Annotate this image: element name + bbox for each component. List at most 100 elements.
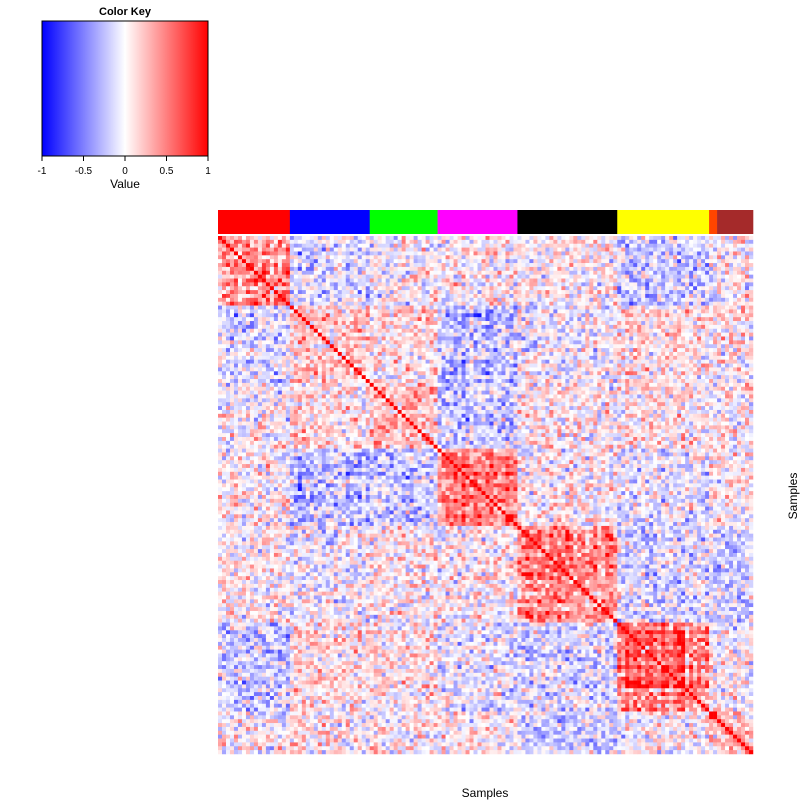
heatmap-cell — [401, 375, 406, 380]
heatmap-cell — [685, 270, 690, 275]
heatmap-cell — [649, 290, 654, 295]
heatmap-cell — [557, 266, 562, 272]
heatmap-cell — [705, 313, 710, 318]
heatmap-cell — [481, 348, 486, 353]
heatmap-cell — [257, 359, 263, 364]
heatmap-cell — [249, 286, 255, 291]
heatmap-cell — [309, 243, 315, 248]
heatmap-cell — [577, 309, 582, 314]
heatmap-cell — [649, 336, 654, 341]
heatmap-cell — [337, 363, 343, 368]
heatmap-cell — [573, 282, 578, 287]
heatmap-cell — [569, 309, 574, 314]
heatmap-cell — [329, 259, 335, 264]
heatmap-cell — [261, 344, 267, 349]
heatmap-cell — [525, 270, 530, 275]
heatmap-cell — [685, 340, 690, 345]
heatmap-cell — [561, 247, 566, 252]
heatmap-cell — [745, 328, 750, 333]
heatmap-cell — [365, 332, 370, 337]
heatmap-cell — [361, 266, 366, 272]
heatmap-cell — [617, 270, 622, 275]
heatmap-cell — [585, 340, 590, 345]
heatmap-cell — [481, 317, 486, 322]
heatmap-cell — [681, 324, 686, 330]
heatmap-cell — [345, 324, 350, 330]
heatmap-cell — [645, 340, 650, 345]
heatmap-cell — [485, 301, 490, 306]
heatmap-cell — [465, 305, 470, 310]
heatmap-cell — [285, 274, 291, 279]
heatmap-cell — [609, 293, 614, 299]
heatmap-cell — [445, 290, 450, 295]
heatmap-cell — [677, 293, 682, 299]
heatmap-cell — [501, 301, 506, 306]
heatmap-cell — [677, 286, 682, 291]
heatmap-cell — [597, 236, 602, 241]
heatmap-cell — [565, 375, 570, 380]
heatmap-cell — [705, 348, 710, 353]
heatmap-cell — [625, 251, 630, 256]
heatmap-cell — [713, 344, 718, 349]
heatmap-cell — [381, 375, 386, 380]
heatmap-cell — [685, 313, 690, 318]
heatmap-cell — [457, 293, 462, 299]
heatmap-cell — [265, 348, 271, 353]
heatmap-cell — [725, 351, 730, 357]
heatmap-cell — [601, 367, 606, 372]
heatmap-cell — [653, 259, 658, 264]
heatmap-cell — [665, 282, 670, 287]
heatmap-cell — [417, 321, 422, 326]
heatmap-cell — [245, 278, 251, 283]
heatmap-cell — [265, 371, 271, 376]
heatmap-cell — [565, 324, 570, 330]
heatmap-cell — [605, 247, 610, 252]
heatmap-cell — [601, 263, 606, 268]
heatmap-cell — [701, 363, 706, 368]
heatmap-cell — [501, 239, 506, 244]
heatmap-cell — [545, 367, 550, 372]
heatmap-cell — [705, 290, 710, 295]
heatmap-cell — [325, 297, 331, 302]
heatmap-cell — [453, 290, 458, 295]
heatmap-cell — [441, 259, 446, 264]
heatmap-cell — [397, 278, 402, 283]
heatmap-cell — [297, 263, 303, 268]
heatmap-cell — [713, 313, 718, 318]
heatmap-cell — [409, 348, 414, 353]
heatmap-cell — [537, 290, 542, 295]
heatmap-cell — [493, 344, 498, 349]
heatmap-cell — [713, 247, 718, 252]
heatmap-cell — [661, 317, 666, 322]
heatmap-cell — [693, 247, 698, 252]
heatmap-cell — [545, 236, 550, 241]
heatmap-cell — [397, 274, 402, 279]
heatmap-cell — [629, 340, 634, 345]
heatmap-cell — [729, 328, 734, 333]
heatmap-cell — [369, 375, 374, 380]
heatmap-cell — [537, 236, 542, 241]
heatmap-cell — [649, 309, 654, 314]
heatmap-cell — [737, 340, 742, 345]
heatmap-cell — [669, 324, 674, 330]
heatmap-cell — [513, 278, 518, 283]
heatmap-cell — [549, 336, 554, 341]
heatmap-cell — [497, 305, 502, 310]
heatmap-cell — [713, 324, 718, 330]
heatmap-cell — [521, 266, 526, 272]
heatmap-cell — [673, 340, 678, 345]
heatmap-cell — [501, 305, 506, 310]
heatmap-cell — [485, 375, 490, 380]
heatmap-cell — [345, 321, 350, 326]
heatmap-cell — [325, 239, 331, 244]
heatmap-cell — [333, 251, 339, 256]
heatmap-cell — [613, 324, 618, 330]
heatmap-cell — [421, 293, 426, 299]
heatmap-cell — [265, 313, 271, 318]
heatmap-cell — [449, 313, 454, 318]
heatmap-cell — [389, 336, 394, 341]
heatmap-cell — [529, 247, 534, 252]
heatmap-cell — [593, 282, 598, 287]
heatmap-cell — [481, 255, 486, 260]
heatmap-cell — [721, 309, 726, 314]
